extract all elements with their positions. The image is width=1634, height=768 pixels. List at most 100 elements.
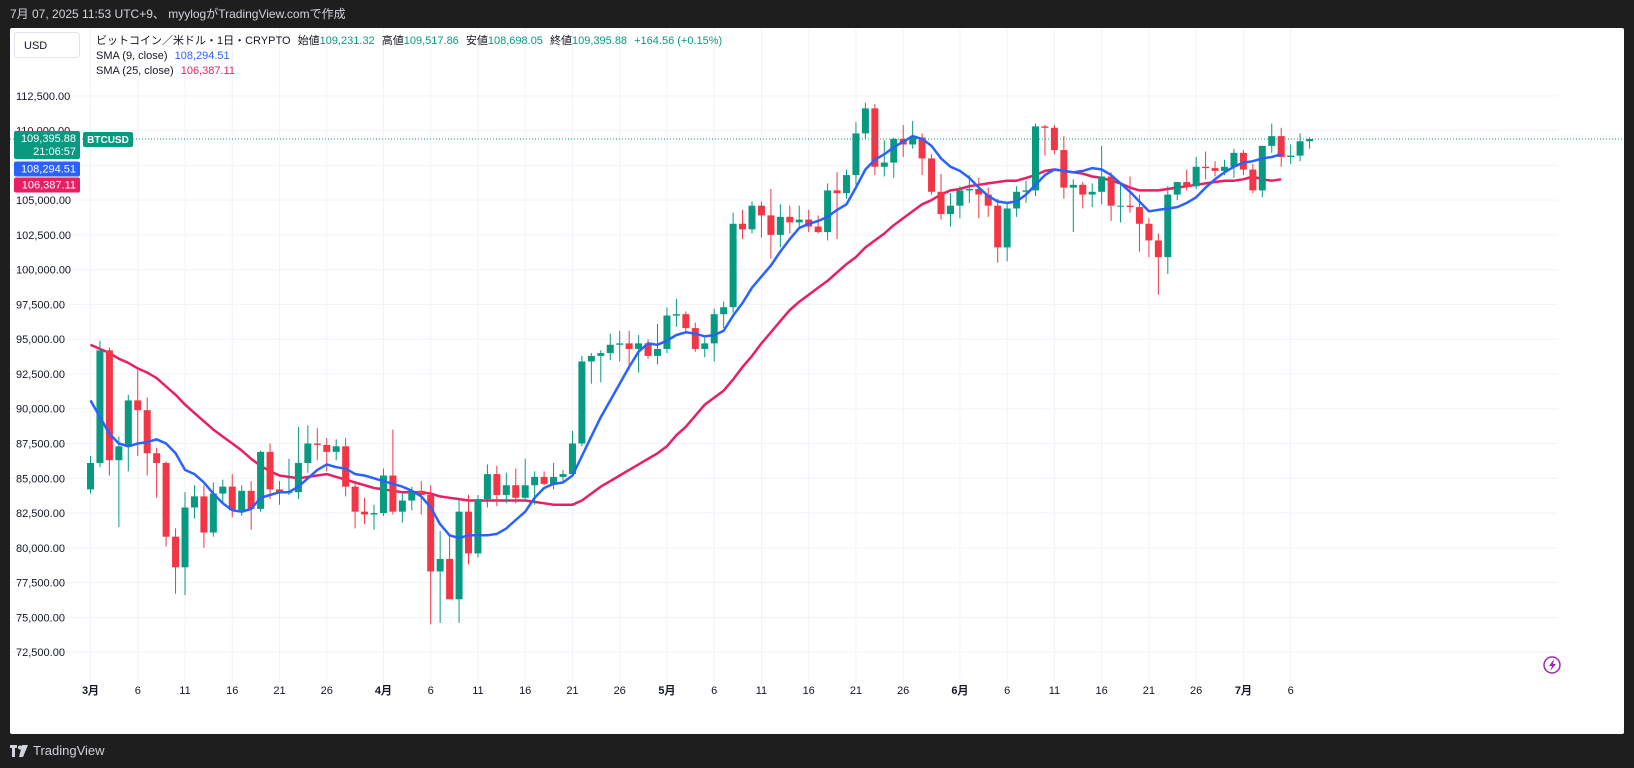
candle-down: [767, 189, 775, 259]
change-value: +164.56 (+0.15%): [634, 35, 723, 47]
x-tick-label: 6月: [951, 684, 968, 697]
candle-down: [143, 397, 151, 476]
candle-body: [654, 348, 661, 356]
candle-down: [247, 481, 255, 530]
candle-body: [568, 443, 576, 475]
candle-body: [1032, 126, 1039, 191]
candle-up: [1173, 182, 1181, 201]
candle-down: [1249, 163, 1257, 194]
tradingview-logo[interactable]: TradingView: [10, 734, 105, 768]
candle-up: [824, 183, 832, 241]
symbol-tag: BTCUSD: [83, 131, 133, 147]
y-tick-label: 87,500.00: [16, 439, 65, 451]
candlestick-chart[interactable]: 112,500.00110,000.00107,500.00105,000.00…: [10, 28, 1624, 734]
candle-body: [606, 344, 614, 354]
candle-body: [361, 511, 369, 515]
candle-up: [956, 186, 964, 219]
candle-down: [446, 533, 454, 600]
candle-body: [1003, 208, 1011, 248]
candle-down: [1202, 151, 1210, 180]
candle-up: [379, 468, 387, 516]
candle-body: [984, 194, 992, 206]
candle-body: [172, 536, 180, 568]
candle-up: [720, 301, 728, 329]
time-axis[interactable]: 3月 6 11 16 21 26 4月 6 11 16 21 26 5月 6 11 16 21 26 6月 6 11 16…: [82, 684, 1294, 697]
candle-down: [786, 205, 794, 234]
sma9-value: 108,294.51: [174, 50, 230, 62]
brand-name: TradingView: [33, 743, 105, 758]
candle-down: [805, 209, 813, 233]
symbol-title[interactable]: ビットコイン／米ドル・1日・CRYPTO: [96, 35, 291, 47]
candle-body: [313, 443, 321, 445]
candle-down: [757, 201, 765, 238]
candle-body: [720, 307, 728, 315]
candle-body: [1164, 194, 1172, 258]
chart-frame[interactable]: 112,500.00110,000.00107,500.00105,000.00…: [10, 28, 1624, 734]
candle-up: [852, 122, 860, 185]
candle-up: [597, 350, 605, 383]
candle-body: [682, 314, 690, 329]
x-tick-label: 6: [135, 685, 141, 697]
y-tick-label: 102,500.00: [16, 230, 71, 242]
candle-up: [502, 472, 510, 504]
candle-up: [729, 212, 737, 313]
candle-body: [1202, 166, 1210, 169]
y-tick-label: 80,000.00: [16, 543, 65, 555]
candle-up: [946, 193, 954, 227]
candle-up: [1268, 123, 1276, 153]
candle-body: [625, 343, 633, 349]
x-tick-label: 4月: [375, 684, 392, 697]
low-label: 安値: [465, 35, 488, 47]
candle-down: [1041, 125, 1049, 156]
legend-sma25-row[interactable]: SMA (25, close) 106,387.11: [96, 64, 726, 79]
sma25-label: SMA (25, close): [96, 65, 174, 77]
candle-body: [880, 162, 888, 167]
candle-body: [266, 451, 274, 490]
chart-legend: ビットコイン／米ドル・1日・CRYPTO 始値109,231.32 高値109,…: [96, 34, 726, 79]
candle-up: [606, 333, 614, 361]
last-price-tag-text: 21:06:57: [33, 146, 76, 158]
candle-body: [124, 400, 132, 447]
candle-body: [332, 446, 340, 452]
y-tick-label: 85,000.00: [16, 473, 65, 485]
legend-sma9-row[interactable]: SMA (9, close) 108,294.51: [96, 49, 726, 64]
candles-group: [87, 102, 1314, 625]
candle-body: [994, 205, 1002, 248]
candle-body: [795, 219, 803, 223]
candle-down: [351, 481, 359, 529]
candle-up: [304, 425, 312, 473]
footer-bar: TradingView: [0, 734, 1634, 768]
x-tick-label: 16: [803, 685, 815, 697]
candle-body: [474, 499, 482, 554]
candle-body: [701, 343, 709, 349]
candle-body: [134, 400, 142, 411]
x-tick-label: 11: [179, 685, 190, 697]
last-price-tag-bg: [14, 130, 80, 159]
candle-body: [644, 343, 652, 356]
symbol-tag-bg: [83, 131, 133, 147]
candle-body: [861, 108, 869, 134]
candle-up: [190, 485, 198, 519]
candle-body: [1268, 136, 1276, 146]
candle-down: [1211, 161, 1219, 177]
candle-body: [852, 133, 860, 176]
candle-body: [228, 486, 236, 511]
candle-body: [143, 410, 151, 454]
sma25-price-tag-text: 106,387.11: [22, 179, 76, 191]
candle-body: [115, 446, 123, 461]
candle-body: [559, 474, 567, 477]
candle-up: [209, 482, 217, 537]
candle-down: [739, 209, 747, 240]
sma25-value: 106,387.11: [180, 65, 235, 77]
candle-down: [625, 330, 633, 370]
candle-up: [1022, 180, 1030, 203]
candle-up: [521, 458, 529, 501]
candle-up: [1230, 148, 1238, 178]
candle-up: [909, 120, 917, 149]
currency-selector[interactable]: USD: [14, 32, 80, 58]
x-tick-label: 26: [1190, 685, 1202, 697]
candle-down: [134, 369, 142, 457]
candle-body: [1277, 136, 1285, 158]
candle-body: [767, 215, 775, 235]
lightning-icon[interactable]: [1543, 656, 1561, 674]
